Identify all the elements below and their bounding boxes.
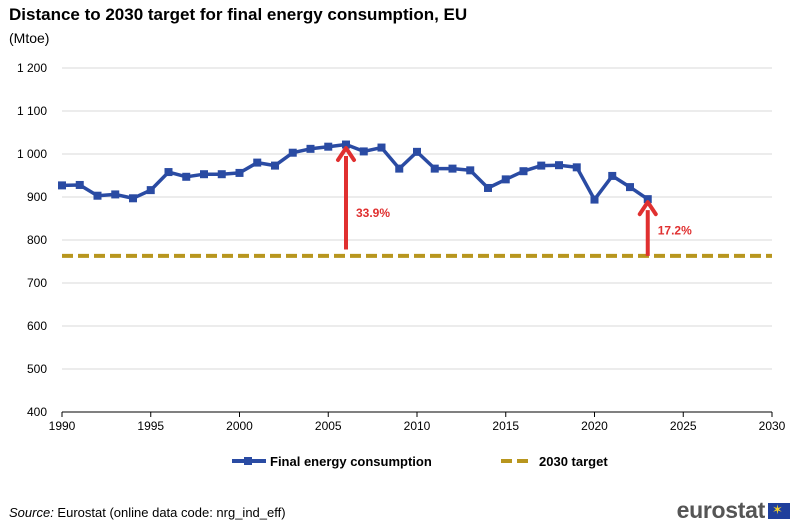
eu-flag-icon [768, 502, 790, 519]
series [58, 140, 772, 258]
data-point [484, 183, 492, 192]
y-tick-label: 900 [27, 190, 47, 204]
x-tick-label: 2000 [226, 419, 253, 433]
annotation-label: 33.9% [356, 206, 390, 220]
data-point [555, 161, 563, 170]
y-tick-label: 1 000 [17, 147, 47, 161]
data-point [342, 140, 350, 149]
y-tick-label: 700 [27, 276, 47, 290]
annotation-arrow-head [637, 200, 658, 217]
chart-title: Distance to 2030 target for final energy… [9, 5, 468, 24]
legend-item-target: 2030 target [501, 452, 608, 470]
source-label: Source: [9, 505, 54, 520]
eurostat-logo: eurostat [677, 497, 790, 524]
y-tick-label: 400 [27, 405, 47, 419]
data-point [182, 172, 191, 181]
legend-swatch-target [501, 452, 535, 470]
data-point [146, 186, 155, 195]
data-point [430, 164, 439, 173]
x-axis-tick-labels: 1990 1995 2000 2005 2010 2015 2020 2025 2030 [49, 412, 786, 433]
legend-item-fec: Final energy consumption [232, 452, 432, 470]
y-axis-tick-labels: 400 500 600 700 800 900 1 000 1 100 1 200 [17, 61, 47, 419]
data-point [129, 194, 137, 203]
chart-subtitle: (Mtoe) [9, 30, 50, 46]
data-point [271, 161, 279, 170]
data-point [537, 161, 546, 170]
data-point [395, 164, 404, 173]
data-point [75, 180, 84, 189]
data-point [111, 190, 120, 199]
data-point [253, 158, 262, 167]
x-tick-label: 2015 [492, 419, 519, 433]
annotations: 33.9% 17.2% [336, 145, 692, 256]
data-point [519, 167, 528, 176]
data-point [324, 142, 333, 151]
data-point [413, 147, 421, 156]
x-tick-label: 2010 [404, 419, 431, 433]
logo-text: eurostat [676, 497, 766, 523]
data-point [93, 191, 102, 200]
y-tick-label: 500 [27, 362, 47, 376]
data-point [466, 166, 475, 175]
data-point [288, 148, 297, 157]
data-point [448, 164, 457, 173]
x-tick-label: 2005 [315, 419, 342, 433]
legend-label-fec: Final energy consumption [270, 453, 432, 469]
x-tick-label: 2020 [581, 419, 608, 433]
source-note: Source: Eurostat (online data code: nrg_… [9, 505, 286, 520]
data-point [501, 175, 510, 184]
data-point [58, 181, 66, 190]
data-point [359, 147, 368, 156]
data-point [626, 183, 634, 192]
x-tick-label: 2025 [670, 419, 697, 433]
y-tick-label: 600 [27, 319, 47, 333]
data-point [164, 168, 173, 177]
annotation-arrow-head [336, 145, 356, 162]
data-point [235, 168, 244, 177]
series-line-final-energy-consumption [61, 142, 649, 202]
data-point [217, 170, 226, 179]
data-point [608, 171, 617, 180]
legend-swatch-fec [232, 452, 266, 470]
data-point [590, 195, 599, 204]
y-tick-label: 1 200 [17, 61, 47, 75]
annotation-label: 17.2% [658, 224, 692, 238]
data-point [306, 144, 315, 153]
legend: Final energy consumption 2030 target [0, 452, 800, 470]
gridlines [62, 67, 772, 370]
y-tick-label: 1 100 [17, 104, 47, 118]
data-point [200, 170, 208, 179]
data-point [377, 143, 386, 152]
data-point [572, 163, 581, 172]
x-tick-label: 1990 [49, 419, 76, 433]
source-text: Eurostat (online data code: nrg_ind_eff) [53, 505, 286, 520]
legend-label-target: 2030 target [539, 453, 608, 469]
data-point [643, 195, 652, 204]
x-tick-label: 2030 [759, 419, 786, 433]
x-tick-label: 1995 [137, 419, 164, 433]
y-tick-label: 800 [27, 233, 47, 247]
